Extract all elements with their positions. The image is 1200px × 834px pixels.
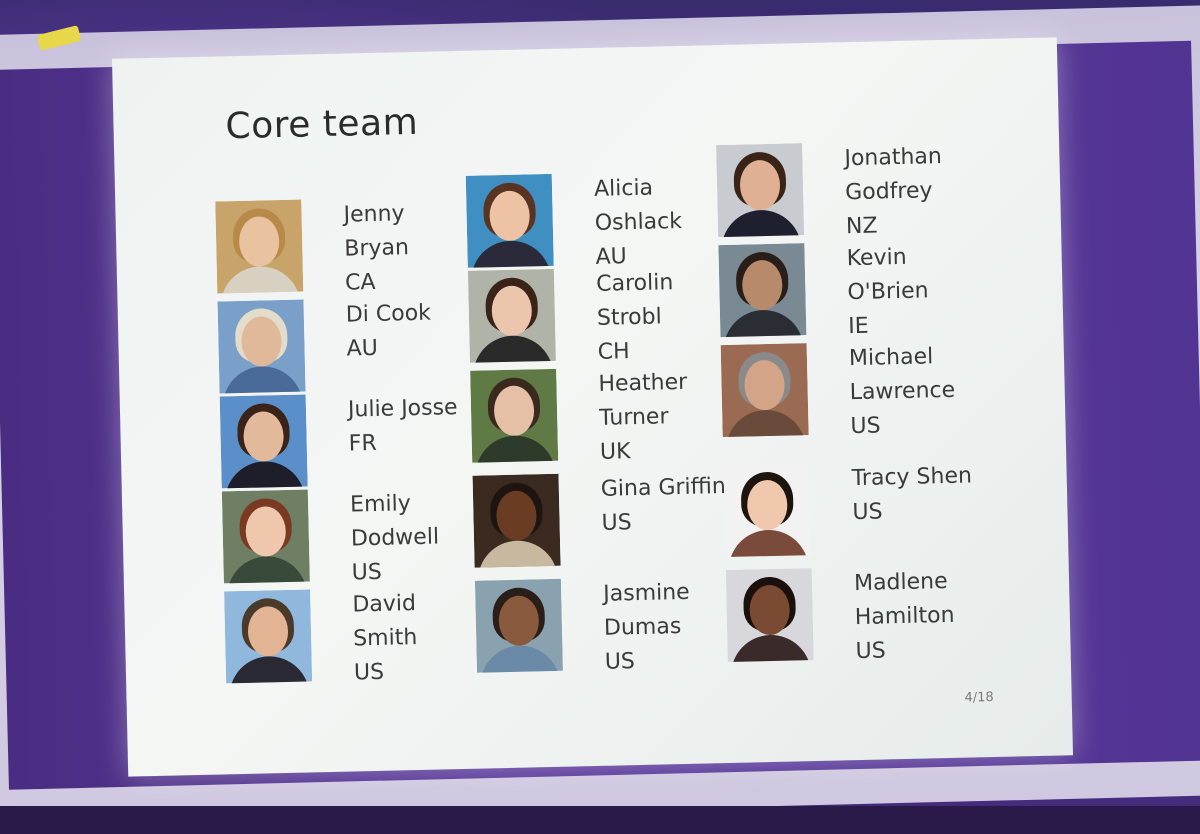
team-member: Madlene Hamilton US [725, 563, 1028, 670]
member-country: US [852, 499, 883, 526]
member-photo [474, 578, 563, 673]
member-country: US [601, 510, 632, 536]
member-info: David Smith US [352, 587, 418, 690]
member-photo [219, 394, 308, 489]
member-country: US [351, 559, 383, 586]
member-country: FR [348, 430, 378, 457]
member-name: Heather [598, 369, 688, 397]
member-info: Heather Turner UK [598, 366, 689, 470]
member-info: Carolin Strobl CH [596, 266, 675, 370]
member-name: Emily [349, 491, 412, 518]
member-info: Gina Griffin US [600, 470, 727, 541]
slide-page-number: 4/18 [964, 689, 994, 706]
member-name: Carolin [595, 270, 674, 297]
member-photo [467, 268, 556, 363]
member-photo [718, 243, 807, 338]
member-info: Jenny Bryan CA [343, 197, 410, 300]
member-country: AU [346, 335, 379, 362]
member-country: US [604, 649, 636, 675]
member-name: Hamilton [854, 602, 955, 631]
member-country: CA [344, 269, 376, 296]
member-country: IE [847, 313, 869, 340]
member-info: Kevin O'Brien IE [846, 240, 929, 344]
member-info: Jonathan Godfrey NZ [844, 140, 944, 244]
slide-title: Core team [225, 101, 419, 148]
member-photo [470, 368, 559, 463]
member-name: Alicia [593, 175, 654, 202]
team-member: Jonathan Godfrey NZ [716, 138, 1018, 245]
member-name: Madlene [853, 568, 948, 597]
member-info: Emily Dodwell US [350, 487, 440, 591]
member-info: Alicia Oshlack AU [594, 171, 683, 275]
member-name: Oshlack [594, 208, 683, 236]
team-member: Tracy Shen US [723, 458, 1025, 565]
member-country: UK [599, 439, 631, 465]
member-name: Tracy Shen [851, 463, 973, 492]
member-name: O'Brien [847, 278, 929, 306]
member-info: Julie Josse FR [348, 391, 459, 461]
member-name: Godfrey [844, 178, 933, 206]
member-photo [221, 489, 310, 584]
member-name: Julie Josse [347, 395, 458, 423]
team-member: Kevin O'Brien IE [718, 238, 1020, 345]
member-name: Jonathan [844, 144, 943, 172]
member-name: Jasmine [602, 579, 690, 607]
member-country: US [855, 638, 886, 665]
member-name: Kevin [846, 244, 907, 272]
member-name: Turner [598, 404, 669, 431]
member-photo [716, 143, 805, 238]
member-name: Di Cook [345, 300, 432, 328]
team-member: Michael Lawrence US [720, 338, 1023, 445]
member-photo [725, 568, 814, 662]
member-name: Michael [848, 344, 934, 372]
member-info: Di Cook AU [345, 297, 432, 367]
member-name: Jenny [343, 201, 405, 228]
member-photo [465, 173, 554, 268]
member-photo [723, 463, 812, 558]
member-name: Dumas [603, 614, 682, 641]
member-country: CH [597, 339, 630, 365]
member-name: Lawrence [849, 377, 956, 406]
member-name: Gina Griffin [600, 473, 727, 502]
stage-edge [0, 806, 1200, 834]
member-name: Bryan [344, 235, 410, 262]
slide: Core team Jenny Bryan CA Di Cook AU Julie Jos… [111, 37, 1074, 777]
member-photo [217, 299, 306, 394]
member-country: US [850, 413, 881, 440]
member-info: Madlene Hamilton US [854, 565, 956, 669]
member-photo [215, 199, 304, 294]
member-country: NZ [845, 213, 878, 240]
member-photo [720, 343, 809, 438]
member-info: Michael Lawrence US [849, 340, 957, 444]
member-name: Smith [352, 625, 418, 652]
member-name: Dodwell [350, 524, 440, 552]
member-info: Tracy Shen US [851, 459, 973, 530]
member-country: US [353, 659, 385, 686]
member-info: Jasmine Dumas US [603, 576, 692, 680]
member-photo [472, 473, 561, 568]
member-name: Strobl [596, 304, 662, 331]
member-photo [224, 589, 313, 684]
member-name: David [352, 591, 417, 618]
